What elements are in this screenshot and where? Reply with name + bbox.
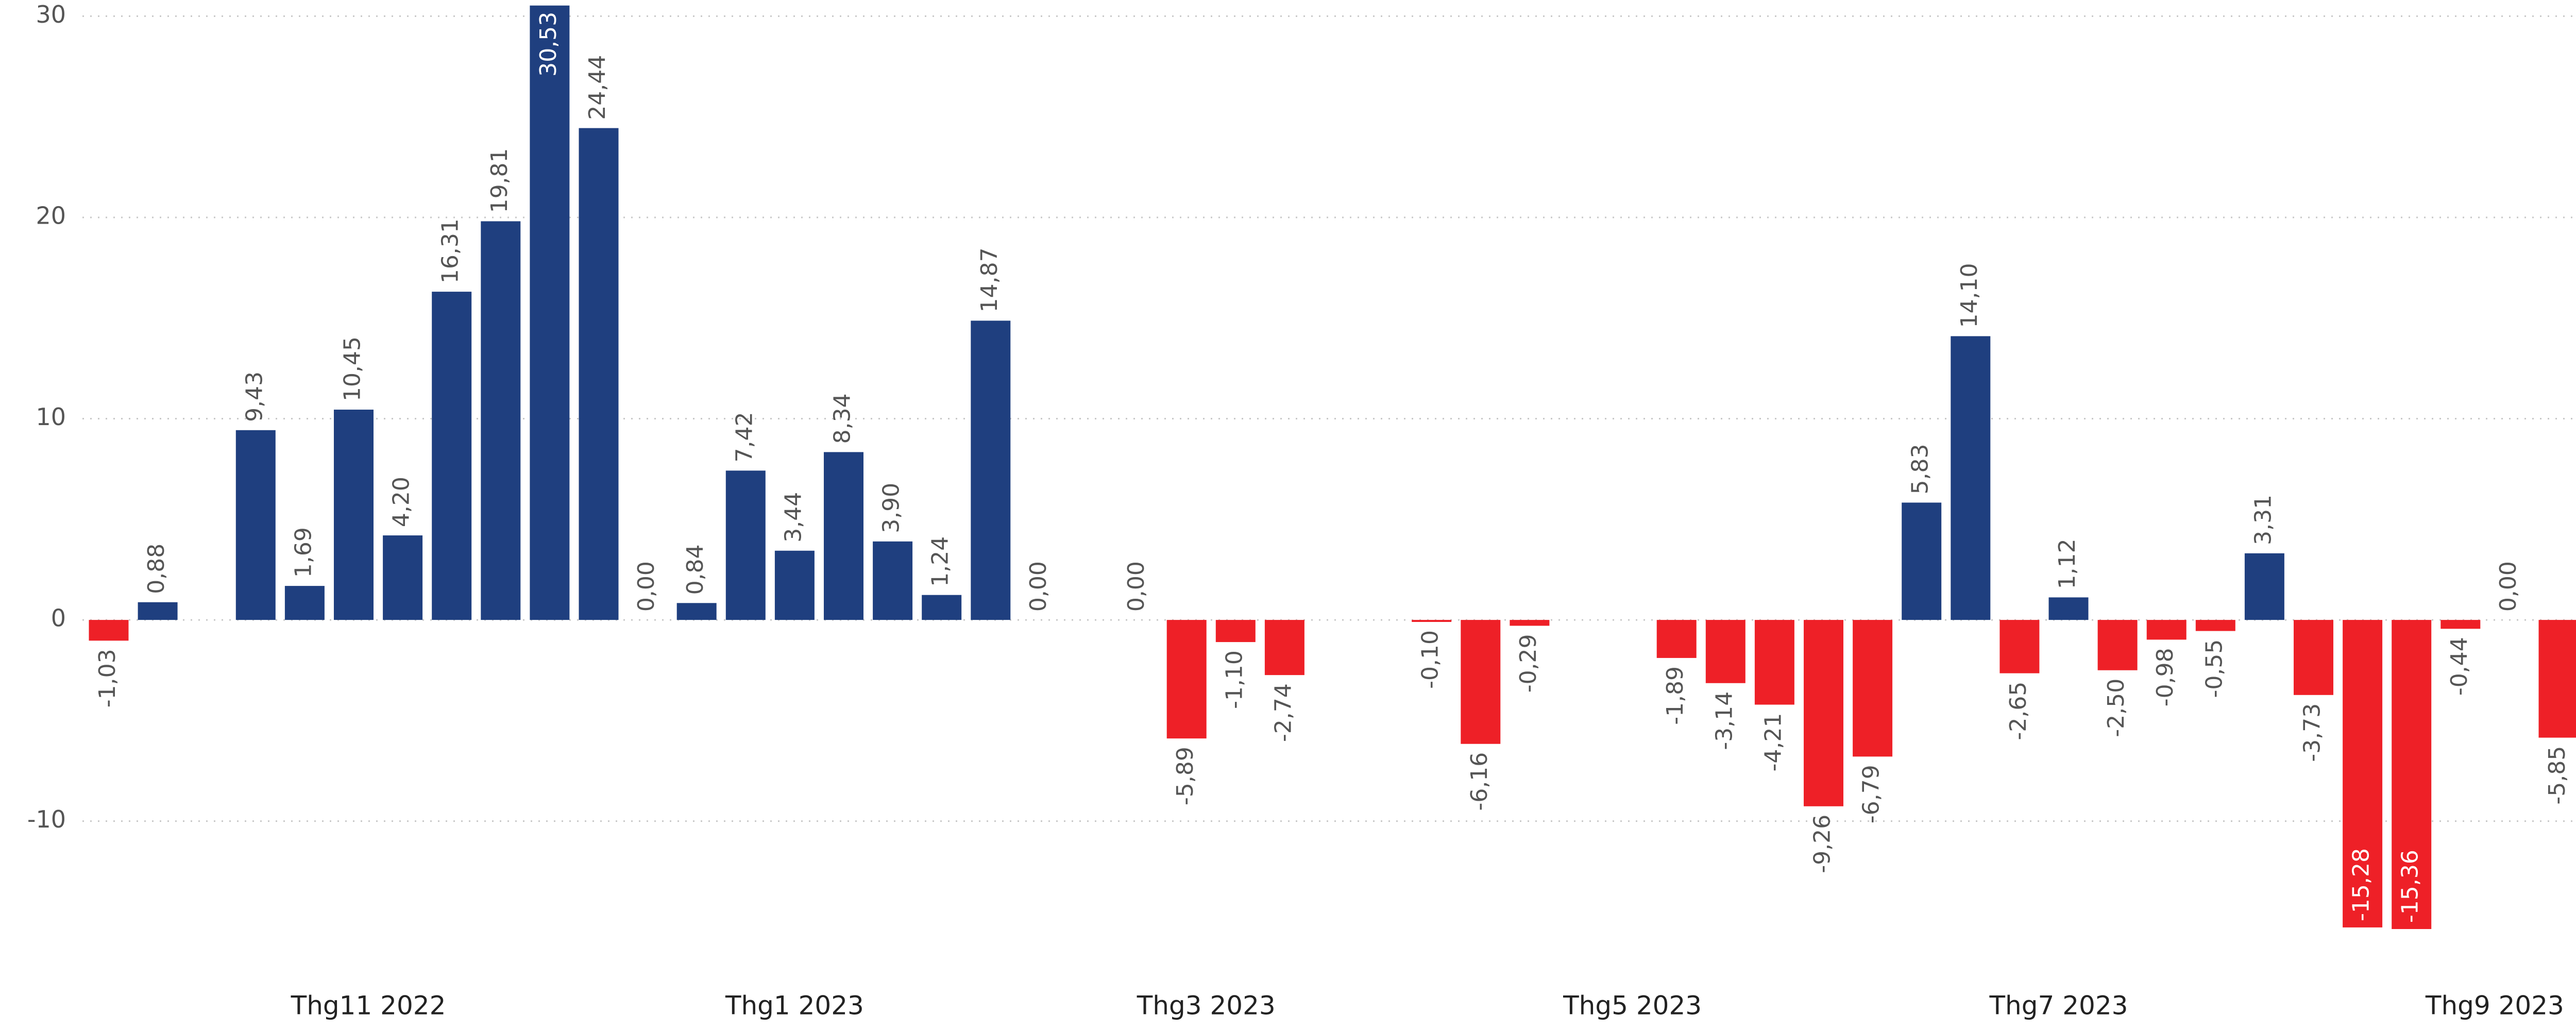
data-label: -9,26 xyxy=(1809,815,1836,873)
data-label: -0,29 xyxy=(1515,634,1541,693)
bar xyxy=(2294,620,2333,695)
data-label: -1,89 xyxy=(1662,666,1688,725)
bar xyxy=(481,221,520,620)
bar xyxy=(2098,620,2138,670)
data-label: 4,20 xyxy=(388,477,415,527)
data-label: -1,03 xyxy=(94,649,121,707)
bar xyxy=(236,430,276,620)
data-label: 0,88 xyxy=(143,544,170,594)
x-tick-label: Thg9 2023 xyxy=(2425,991,2564,1021)
bar xyxy=(383,535,422,620)
data-label: 9,43 xyxy=(241,372,267,422)
data-label: 0,00 xyxy=(1025,561,1052,612)
bar xyxy=(1999,620,2039,673)
data-label: -3,73 xyxy=(2299,703,2326,762)
bar xyxy=(873,542,912,620)
data-label: 7,42 xyxy=(731,412,757,462)
data-label: 0,84 xyxy=(682,544,708,595)
bar xyxy=(775,551,815,620)
data-label: 0,00 xyxy=(2495,561,2521,612)
data-label: 0,00 xyxy=(633,561,659,612)
bar xyxy=(971,320,1010,620)
bar xyxy=(89,620,129,640)
data-label: -4,21 xyxy=(1760,713,1786,772)
bar xyxy=(824,452,863,620)
x-tick-label: Thg1 2023 xyxy=(725,991,864,1021)
bar xyxy=(1804,620,1843,806)
data-label: -2,50 xyxy=(2103,679,2129,737)
data-label: 3,90 xyxy=(878,483,905,533)
data-label: 0,00 xyxy=(1123,561,1149,612)
data-label: -15,28 xyxy=(2348,848,2375,921)
y-tick-label: 30 xyxy=(36,1,66,28)
data-label: 3,31 xyxy=(2250,495,2276,545)
data-label: 1,12 xyxy=(2054,538,2080,589)
data-label: -3,14 xyxy=(1711,691,1737,750)
bar xyxy=(530,6,569,620)
data-label: -6,79 xyxy=(1858,765,1885,823)
x-tick-label: Thg3 2023 xyxy=(1137,991,1276,1021)
y-tick-label: 10 xyxy=(36,403,66,431)
bar xyxy=(1167,620,1207,738)
data-label: 10,45 xyxy=(340,336,366,401)
bar xyxy=(2196,620,2235,631)
data-label: 14,10 xyxy=(1956,263,1982,328)
data-label: 30,53 xyxy=(535,12,562,77)
y-tick-label: 20 xyxy=(36,201,66,229)
data-label: 5,83 xyxy=(1907,444,1934,494)
bar xyxy=(285,586,325,620)
data-label: -0,55 xyxy=(2201,639,2227,698)
bar xyxy=(677,603,717,620)
bar xyxy=(922,595,961,620)
x-tick-label: Thg5 2023 xyxy=(1563,991,1702,1021)
data-label: -5,89 xyxy=(1172,747,1198,805)
data-label: 1,24 xyxy=(927,536,954,587)
bar xyxy=(1902,502,1941,620)
data-label: 24,44 xyxy=(584,55,611,120)
bar xyxy=(2441,620,2480,629)
bar xyxy=(1412,620,1451,622)
data-label: -0,10 xyxy=(1417,630,1444,689)
data-label: -15,36 xyxy=(2397,850,2424,923)
data-label: 8,34 xyxy=(829,393,856,444)
bar xyxy=(1706,620,1745,683)
bar xyxy=(1853,620,1892,756)
bar xyxy=(1265,620,1304,675)
bar xyxy=(726,470,766,620)
y-tick-label: 0 xyxy=(51,604,66,632)
data-label: 16,31 xyxy=(437,218,464,283)
bar xyxy=(2539,620,2576,737)
data-label: -2,65 xyxy=(2005,682,2031,740)
bar xyxy=(1461,620,1500,744)
data-label: 19,81 xyxy=(486,148,513,213)
data-label: 14,87 xyxy=(976,247,1003,312)
data-label: -5,85 xyxy=(2544,746,2570,805)
bar xyxy=(579,128,619,620)
x-tick-label: Thg7 2023 xyxy=(1989,991,2128,1021)
bar xyxy=(2147,620,2187,639)
bar xyxy=(2049,597,2089,620)
data-label: -1,10 xyxy=(1221,650,1247,709)
data-label: -0,98 xyxy=(2152,648,2178,706)
bar xyxy=(1216,620,1256,642)
x-tick-label: Thg11 2022 xyxy=(291,991,446,1021)
bar xyxy=(1951,336,1990,620)
bar xyxy=(334,410,374,620)
bar xyxy=(138,602,178,620)
y-tick-label: -10 xyxy=(27,805,66,833)
data-label: -0,44 xyxy=(2446,637,2472,696)
bar xyxy=(432,292,471,620)
bar xyxy=(1657,620,1697,658)
data-label: 1,69 xyxy=(290,527,316,578)
bar xyxy=(2245,553,2284,620)
bar xyxy=(1755,620,1794,704)
bar xyxy=(1510,620,1549,626)
data-label: 3,44 xyxy=(780,492,806,543)
data-label: -2,74 xyxy=(1270,683,1296,742)
data-label: -6,16 xyxy=(1466,752,1493,811)
